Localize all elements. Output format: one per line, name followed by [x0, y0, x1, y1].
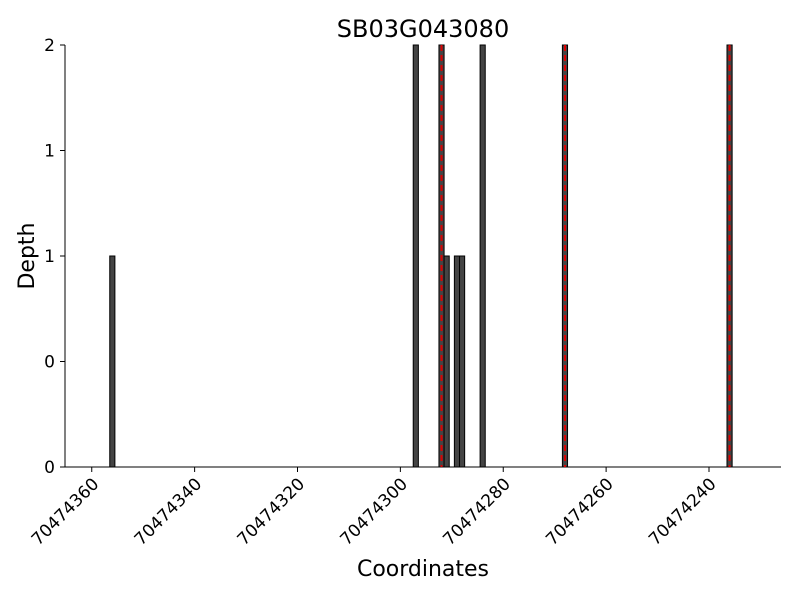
bar: [459, 255, 466, 468]
x-tick-label: 70474280: [439, 474, 514, 549]
y-tick-label: 0: [44, 353, 55, 373]
y-tick-label: 0: [44, 458, 55, 478]
x-tick-label: 70474360: [28, 474, 103, 549]
bar: [412, 44, 419, 468]
x-tick-label: 70474260: [542, 474, 617, 549]
chart-title: SB03G043080: [337, 15, 509, 43]
bar: [479, 44, 486, 468]
bar: [453, 255, 461, 468]
y-tick-label: 2: [44, 36, 55, 56]
x-tick-label: 70474320: [234, 474, 309, 549]
bar: [443, 255, 450, 468]
x-axis-label: Coordinates: [357, 557, 489, 582]
x-tick-label: 70474240: [645, 474, 720, 549]
x-tick-label: 70474300: [337, 474, 412, 549]
y-tick-label: 1: [44, 247, 55, 267]
y-axis-label: Depth: [15, 222, 40, 289]
y-tick-label: 1: [44, 142, 55, 162]
bar: [109, 255, 116, 468]
x-tick-label: 70474340: [131, 474, 206, 549]
